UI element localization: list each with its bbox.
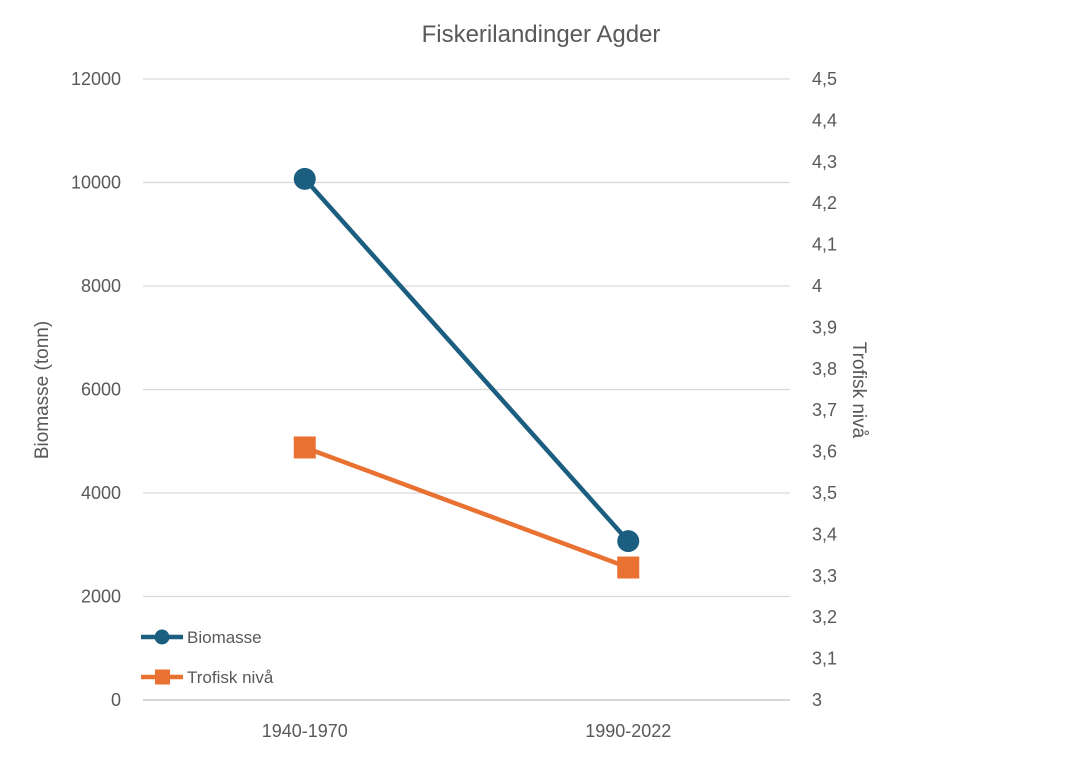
y2-tick-label: 4,1 [812,235,837,255]
y2-tick-label: 3,3 [812,566,837,586]
y-tick-label: 8000 [81,276,121,296]
y-axis-left: 0 2000 4000 6000 8000 10000 12000 [71,69,121,710]
series-line-0 [303,177,630,543]
x-tick-label: 1990-2022 [585,721,671,741]
chart-title: Fiskerilandinger Agder [422,21,661,48]
y-tick-label: 12000 [71,69,121,89]
data-point [293,436,316,459]
y2-tick-label: 3,7 [812,400,837,420]
y2-tick-label: 4,4 [812,110,837,130]
y2-tick-label: 4,3 [812,152,837,172]
y2-tick-label: 3,9 [812,317,837,337]
y2-tick-label: 3,5 [812,483,837,503]
data-point [293,167,316,190]
data-point [617,530,640,553]
y2-tick-label: 3,8 [812,359,837,379]
x-tick-label: 1940-1970 [262,721,348,741]
y-axis-title: Biomasse (tonn) [32,321,53,459]
legend-marker [154,629,170,645]
y2-axis-title: Trofisk nivå [848,342,869,439]
y2-tick-label: 3,6 [812,442,837,462]
y-tick-label: 0 [111,690,121,710]
legend-marker [155,669,170,685]
legend-label: Trofisk nivå [187,668,274,687]
legend: Biomasse Trofisk nivå [141,628,274,687]
y2-tick-label: 4,2 [812,193,837,213]
y2-tick-label: 4,5 [812,69,837,89]
y2-tick-label: 3,1 [812,649,837,669]
legend-label: Biomasse [187,628,262,647]
y2-tick-label: 4 [812,276,822,296]
series-group [293,167,640,579]
y-tick-label: 4000 [81,483,121,503]
y-tick-label: 6000 [81,380,121,400]
y-axis-right: 3 3,1 3,2 3,3 3,4 3,5 3,6 3,7 3,8 3,9 4 4,1 4,2 4,3 4,… [812,69,837,710]
gridlines [143,78,790,701]
data-point [617,556,640,579]
y2-tick-label: 3,2 [812,607,837,627]
series-line-1 [303,445,630,570]
x-axis: 1940-1970 1990-2022 [262,721,672,741]
y2-tick-label: 3 [812,690,822,710]
y-tick-label: 10000 [71,173,121,193]
y-tick-label: 2000 [81,587,121,607]
y2-tick-label: 3,4 [812,524,837,544]
